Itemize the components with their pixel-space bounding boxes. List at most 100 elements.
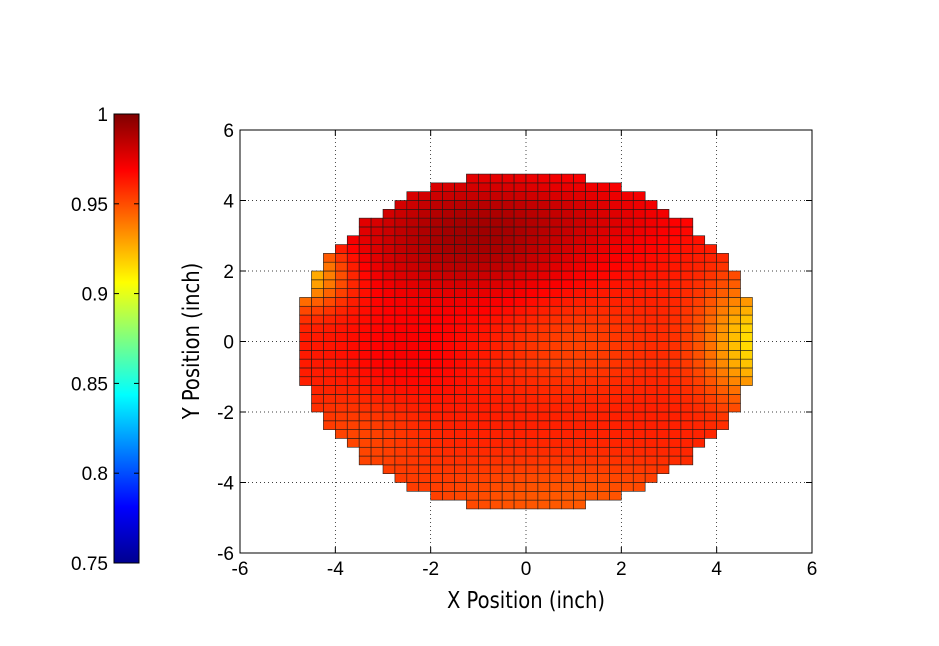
- heatmap-cell: [716, 350, 729, 360]
- heatmap-cell: [358, 350, 372, 360]
- heatmap-cell: [478, 482, 491, 492]
- heatmap-cell: [692, 332, 706, 342]
- heatmap-cell: [489, 367, 503, 378]
- heatmap-cell: [382, 402, 396, 413]
- heatmap-cell: [382, 332, 396, 342]
- y-tick-label: -4: [217, 474, 234, 495]
- heatmap-cell: [525, 411, 539, 422]
- heatmap-cell: [335, 420, 348, 430]
- heatmap-cell: [394, 217, 408, 228]
- heatmap-cell: [346, 358, 360, 369]
- heatmap-cell: [513, 226, 527, 237]
- heatmap-cell: [704, 270, 717, 281]
- heatmap-cell: [609, 297, 622, 307]
- heatmap-cell: [442, 235, 455, 245]
- heatmap-cell: [430, 455, 443, 466]
- heatmap-cell: [430, 429, 443, 439]
- heatmap-cell: [394, 305, 408, 316]
- heatmap-cell: [370, 323, 384, 333]
- heatmap-cell: [609, 305, 622, 316]
- heatmap-cell: [549, 491, 563, 501]
- heatmap-cell: [478, 420, 491, 430]
- heatmap-cell: [478, 455, 491, 466]
- heatmap-cell: [537, 455, 551, 466]
- heatmap-cell: [549, 332, 563, 342]
- heatmap-cell: [513, 244, 527, 254]
- heatmap-cell: [489, 464, 503, 474]
- heatmap-cell: [489, 385, 503, 395]
- heatmap-cell: [704, 367, 717, 378]
- heatmap-cell: [489, 244, 503, 254]
- heatmap-cell: [537, 217, 551, 228]
- heatmap-cell: [656, 323, 670, 333]
- heatmap-cell: [644, 420, 658, 430]
- heatmap-cell: [466, 341, 479, 351]
- heatmap-cell: [668, 279, 682, 289]
- heatmap-cell: [406, 305, 420, 316]
- colorbar-tick-label: 0.85: [71, 374, 108, 395]
- heatmap-cell: [621, 464, 634, 474]
- heatmap-cell: [418, 455, 431, 466]
- heatmap-cell: [430, 376, 443, 386]
- heatmap-cell: [728, 314, 741, 325]
- heatmap-cell: [442, 297, 455, 307]
- heatmap-cell: [323, 350, 336, 360]
- heatmap-cell: [466, 499, 479, 510]
- heatmap-cell: [513, 455, 527, 466]
- x-tick-label: 6: [807, 559, 818, 580]
- heatmap-cell: [394, 402, 408, 413]
- heatmap-cell: [632, 226, 646, 237]
- heatmap-cell: [692, 350, 706, 360]
- heatmap-cell: [644, 323, 658, 333]
- heatmap-cell: [442, 244, 455, 254]
- heatmap-cell: [430, 473, 443, 483]
- heatmap-cell: [454, 376, 467, 386]
- heatmap-cell: [537, 226, 551, 237]
- heatmap-cell: [442, 385, 455, 395]
- heatmap-cell: [621, 209, 634, 219]
- heatmap-cell: [621, 323, 634, 333]
- heatmap-cell: [692, 270, 706, 281]
- heatmap-cell: [561, 314, 574, 325]
- heatmap-cell: [478, 332, 491, 342]
- heatmap-cell: [597, 376, 610, 386]
- heatmap-cell: [525, 367, 539, 378]
- heatmap-cell: [609, 420, 622, 430]
- heatmap-cell: [525, 464, 539, 474]
- heatmap-cell: [346, 350, 360, 360]
- heatmap-cell: [335, 288, 348, 298]
- heatmap-cell: [740, 350, 753, 360]
- heatmap-cell: [478, 173, 491, 184]
- heatmap-cell: [501, 438, 515, 448]
- heatmap-cell: [513, 385, 527, 395]
- heatmap-cell: [609, 244, 622, 254]
- heatmap-cell: [549, 261, 563, 272]
- heatmap-cell: [597, 394, 610, 404]
- heatmap-cell: [561, 305, 574, 316]
- heatmap-cell: [644, 288, 658, 298]
- heatmap-cell: [573, 261, 586, 272]
- heatmap-cell: [370, 217, 384, 228]
- heatmap-cell: [430, 332, 443, 342]
- heatmap-cell: [585, 438, 598, 448]
- heatmap-cell: [632, 261, 646, 272]
- heatmap-cell: [454, 323, 467, 333]
- heatmap-cell: [573, 182, 586, 192]
- heatmap-cell: [644, 429, 658, 439]
- heatmap-cell: [454, 261, 467, 272]
- heatmap-cell: [335, 411, 348, 422]
- heatmap-cell: [644, 279, 658, 289]
- heatmap-cell: [621, 402, 634, 413]
- heatmap-cell: [311, 323, 324, 333]
- heatmap-cell: [346, 402, 360, 413]
- heatmap-cell: [346, 385, 360, 395]
- heatmap-cell: [621, 270, 634, 281]
- heatmap-cell: [621, 217, 634, 228]
- heatmap-cell: [406, 367, 420, 378]
- heatmap-cell: [704, 332, 717, 342]
- heatmap-cell: [597, 261, 610, 272]
- heatmap-cell: [740, 376, 753, 386]
- heatmap-cell: [668, 314, 682, 325]
- heatmap-cell: [442, 446, 455, 457]
- heatmap-cell: [501, 402, 515, 413]
